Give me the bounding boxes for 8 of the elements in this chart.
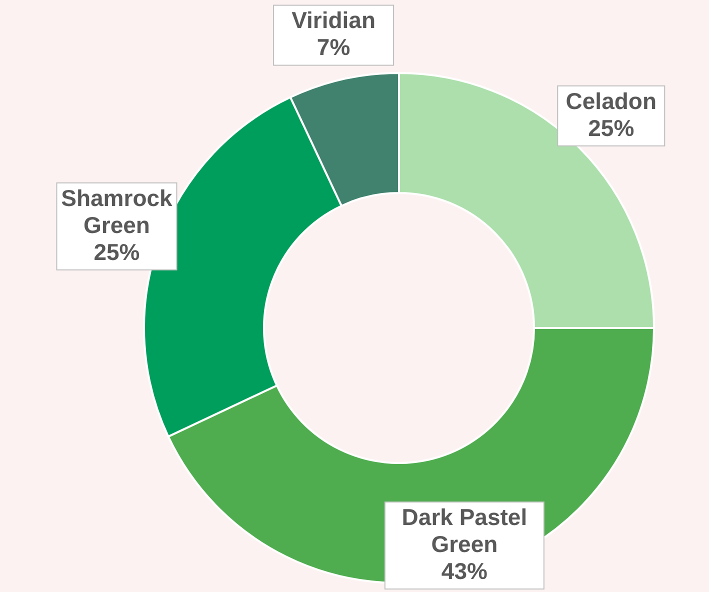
data-label: 43% [441, 558, 488, 584]
data-label: 25% [94, 238, 140, 265]
data-label: 7% [316, 34, 350, 60]
slice-label: Viridian [292, 7, 376, 34]
slice-label: Celadon [566, 88, 656, 114]
data-label: 25% [588, 114, 634, 141]
slice-label: Shamrock Green [61, 184, 173, 238]
slice-label: Dark Pastel Green [402, 504, 528, 557]
